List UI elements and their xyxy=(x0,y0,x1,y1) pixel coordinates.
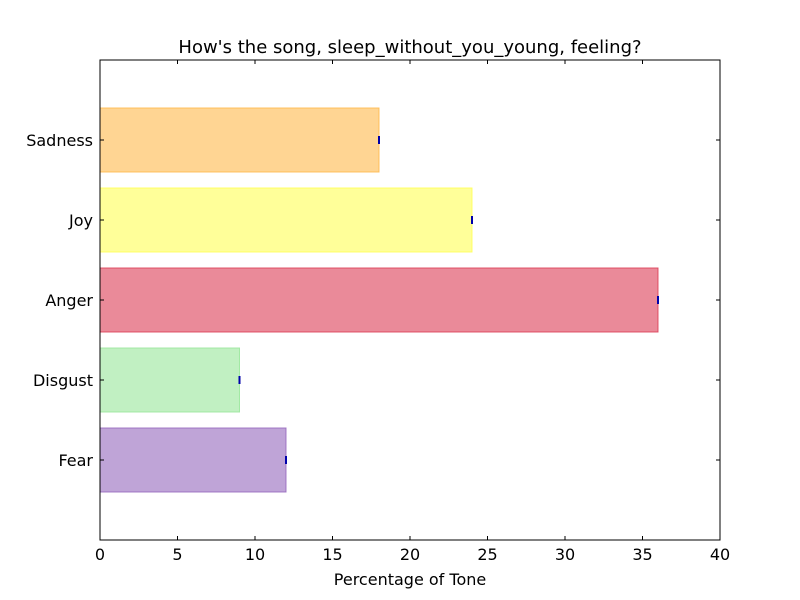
bars-layer xyxy=(99,107,659,493)
bar-sadness xyxy=(99,107,380,173)
x-tick-label: 0 xyxy=(95,545,105,564)
y-tick-label: Joy xyxy=(68,211,93,230)
plot-area-frame xyxy=(99,59,721,541)
x-axis-label: Percentage of Tone xyxy=(334,570,486,589)
bar-anger xyxy=(99,267,659,333)
x-tick-label: 5 xyxy=(172,545,182,564)
x-tick-label: 20 xyxy=(400,545,420,564)
y-tick-label: Anger xyxy=(45,291,93,310)
y-tick-label: Disgust xyxy=(33,371,93,390)
bar-fear xyxy=(99,427,287,493)
ticks-layer: Fear Disgust Anger Joy Sadness 0 5 10 15 20 25 30 35… xyxy=(26,60,730,564)
x-tick-label: 40 xyxy=(710,545,730,564)
bar-joy xyxy=(99,187,473,253)
chart-title: How's the song, sleep_without_you_young,… xyxy=(178,37,641,58)
x-tick-label: 10 xyxy=(245,545,265,564)
x-tick-label: 35 xyxy=(632,545,652,564)
x-tick-label: 25 xyxy=(477,545,497,564)
x-tick-label: 15 xyxy=(322,545,342,564)
y-tick-label: Fear xyxy=(58,451,93,470)
y-tick-label: Sadness xyxy=(26,131,93,150)
bar-disgust xyxy=(99,347,240,413)
x-tick-label: 30 xyxy=(555,545,575,564)
